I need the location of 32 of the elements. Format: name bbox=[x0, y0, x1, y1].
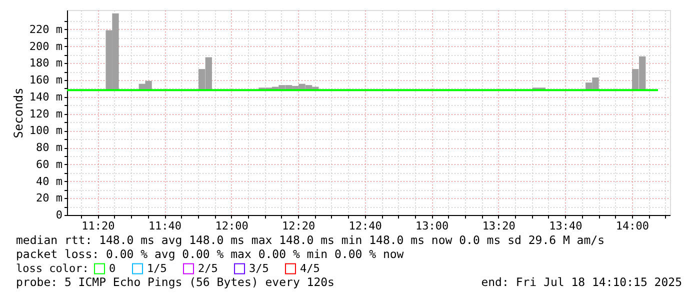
legend-label: 4/5 bbox=[300, 262, 320, 275]
y-tick-label: 220 m bbox=[29, 22, 63, 36]
text: end: Fri Jul 18 14:10:15 2025 bbox=[481, 275, 682, 289]
legend-label: 3/5 bbox=[249, 262, 269, 275]
y-tick-label: 40 m bbox=[36, 174, 63, 188]
y-tick-label: 80 m bbox=[36, 141, 63, 154]
legend-title: loss color: bbox=[16, 262, 89, 275]
legend-label: 2/5 bbox=[198, 262, 218, 275]
x-tick-label: 12:40 bbox=[348, 220, 382, 232]
y-tick-label: 20 m bbox=[36, 192, 63, 205]
y-tick-label: 100 m bbox=[29, 124, 63, 138]
x-tick-label: 13:40 bbox=[549, 220, 582, 232]
x-tick-label: 12:00 bbox=[215, 220, 248, 232]
legend-label: 0 bbox=[109, 262, 116, 275]
text: median rtt: 148.0 ms avg 148.0 ms max 148.0 ms min 148.0 ms now 0.0 ms sd 29.6 M am/s bbox=[16, 233, 605, 247]
y-tick-label: 140 m bbox=[29, 90, 63, 104]
x-tick-label: 13:20 bbox=[482, 220, 516, 232]
text: packet loss: 0.00 % avg 0.00 % max 0.00 % min 0.00 % now bbox=[16, 247, 404, 261]
y-tick-label: 200 m bbox=[29, 40, 63, 53]
y-tick-label: 120 m bbox=[29, 107, 63, 120]
x-tick-label: 11:40 bbox=[148, 220, 182, 232]
y-tick-label: 60 m bbox=[36, 158, 63, 171]
x-tick-label: 12:20 bbox=[282, 220, 316, 232]
x-tick-label: 14:00 bbox=[616, 220, 649, 232]
x-tick-label: 13:00 bbox=[416, 220, 449, 232]
y-axis-title: Seconds bbox=[11, 88, 26, 138]
y-tick-label: 180 m bbox=[29, 56, 63, 70]
legend-label: 1/5 bbox=[147, 262, 167, 275]
x-tick-label: 11:20 bbox=[82, 220, 115, 232]
y-tick-label: 0 bbox=[56, 208, 62, 222]
text: probe: 5 ICMP Echo Pings (56 Bytes) every 120s bbox=[16, 275, 334, 289]
y-tick-label: 160 m bbox=[29, 74, 63, 87]
